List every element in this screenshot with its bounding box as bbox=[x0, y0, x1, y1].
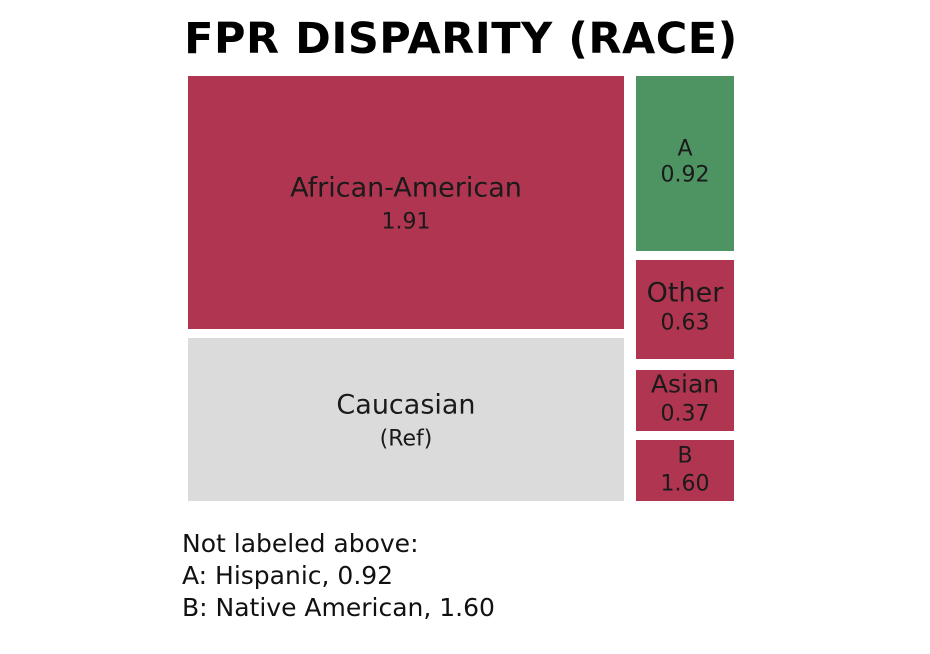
tile-rect-caucasian bbox=[188, 338, 624, 501]
tile-rect-african-american bbox=[188, 76, 624, 329]
tile-label-native-american: B bbox=[677, 444, 692, 469]
tile-value-native-american: 1.60 bbox=[661, 472, 710, 497]
tile-rect-hispanic bbox=[636, 76, 734, 251]
tile-value-other: 0.63 bbox=[661, 311, 710, 336]
tile-rect-native-american bbox=[636, 440, 734, 501]
footnote-line-a: A: Hispanic, 0.92 bbox=[182, 561, 394, 590]
tile-asian: Asian 0.37 bbox=[636, 370, 734, 431]
tile-value-hispanic: 0.92 bbox=[661, 163, 710, 188]
footnote-line-b: B: Native American, 1.60 bbox=[182, 593, 495, 622]
tile-value-african-american: 1.91 bbox=[382, 210, 431, 235]
tile-value-asian: 0.37 bbox=[661, 402, 710, 427]
tile-label-asian: Asian bbox=[651, 370, 719, 399]
footnote: Not labeled above: A: Hispanic, 0.92 B: … bbox=[182, 528, 495, 624]
tile-hispanic: A0.92 bbox=[636, 76, 734, 251]
footnote-heading: Not labeled above: bbox=[182, 529, 419, 558]
chart-title: FPR DISPARITY (RACE) bbox=[184, 14, 738, 64]
tile-label-other: Other bbox=[647, 278, 725, 309]
tile-caucasian: Caucasian (Ref) bbox=[188, 338, 624, 501]
tile-label-hispanic: A bbox=[677, 137, 692, 162]
tile-african-american: African-American 1.91 bbox=[188, 76, 624, 329]
tile-rect-asian bbox=[636, 370, 734, 431]
tile-native-american: B 1.60 bbox=[636, 440, 734, 501]
tile-label-caucasian: Caucasian bbox=[336, 390, 475, 421]
tile-rect-other bbox=[636, 260, 734, 359]
tile-value-caucasian: (Ref) bbox=[380, 427, 433, 452]
tile-label-african-american: African-American bbox=[290, 173, 522, 204]
